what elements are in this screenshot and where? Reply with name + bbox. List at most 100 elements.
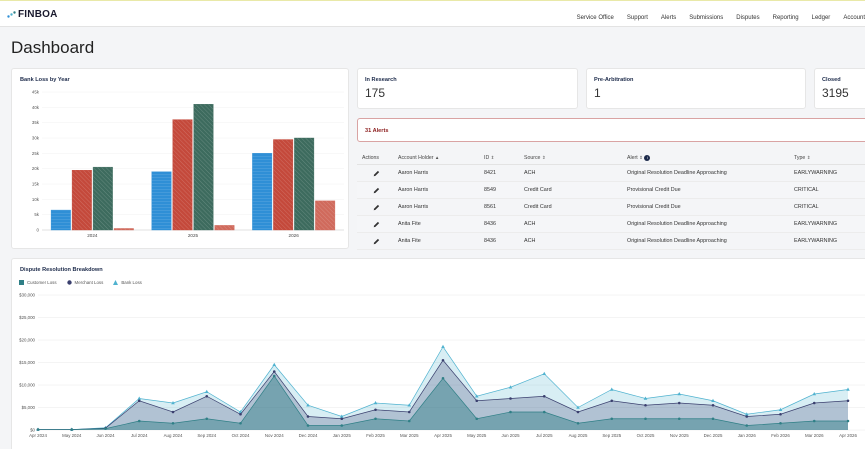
legend-customer-loss[interactable]: Customer Loss: [19, 280, 57, 285]
nav-disputes[interactable]: Disputes: [736, 15, 760, 21]
point-merchant-loss[interactable]: [779, 412, 782, 416]
bar-2026-2[interactable]: [294, 137, 315, 231]
point-customer-loss[interactable]: [745, 424, 749, 427]
point-customer-loss[interactable]: [542, 410, 546, 414]
nav-submissions[interactable]: Submissions: [689, 15, 724, 21]
bar-2026-3[interactable]: [315, 200, 336, 231]
point-merchant-loss[interactable]: [374, 408, 377, 412]
point-merchant-loss[interactable]: [576, 410, 580, 414]
nav-alerts[interactable]: Alerts: [660, 15, 677, 21]
cell-account-holder[interactable]: Anita Fite: [398, 221, 421, 227]
point-merchant-loss[interactable]: [306, 415, 310, 418]
legend-bank-loss[interactable]: Bank Loss: [113, 280, 142, 285]
stat-card-pre-arbitration[interactable]: Pre-Arbitration 1: [586, 68, 806, 109]
point-merchant-loss[interactable]: [745, 415, 749, 418]
point-customer-loss[interactable]: [711, 417, 715, 421]
point-customer-loss[interactable]: [610, 417, 614, 421]
point-merchant-loss[interactable]: [610, 399, 614, 403]
table-row[interactable]: Anita Fite 8436 ACH Original Resolution Dea…: [357, 216, 865, 233]
header-account-holder[interactable]: Account Holder ▲: [398, 155, 440, 161]
point-bank-loss[interactable]: [407, 403, 412, 407]
alerts-banner[interactable]: 31 Alerts: [357, 118, 865, 142]
point-bank-loss[interactable]: [643, 396, 648, 400]
point-bank-loss[interactable]: [812, 392, 817, 396]
point-bank-loss[interactable]: [609, 387, 614, 391]
point-merchant-loss[interactable]: [407, 410, 411, 414]
point-customer-loss[interactable]: [104, 427, 107, 430]
header-type[interactable]: Type ⇕: [794, 155, 811, 161]
point-customer-loss[interactable]: [205, 417, 209, 421]
table-row[interactable]: Aaron Harris 8421 ACH Original Resolution D…: [357, 165, 865, 182]
point-bank-loss[interactable]: [272, 362, 277, 366]
legend-merchant-loss[interactable]: Merchant Loss: [66, 280, 103, 285]
point-bank-loss[interactable]: [204, 389, 209, 393]
edit-pencil-icon[interactable]: [373, 238, 380, 245]
point-customer-loss[interactable]: [509, 410, 512, 414]
point-bank-loss[interactable]: [711, 398, 715, 402]
nav-support[interactable]: Support: [626, 15, 648, 21]
table-row[interactable]: Aaron Harris 8549 Credit Card Provisional C…: [357, 182, 865, 199]
point-bank-loss[interactable]: [441, 344, 445, 348]
point-customer-loss[interactable]: [239, 421, 242, 425]
nav-service-office[interactable]: Service Office: [576, 15, 614, 21]
bar-2024-0[interactable]: [50, 209, 71, 231]
table-row[interactable]: Anita Fite 8436 ACH Original Resolution Dea…: [357, 233, 865, 250]
point-customer-loss[interactable]: [137, 419, 141, 423]
point-merchant-loss[interactable]: [171, 410, 175, 414]
point-customer-loss[interactable]: [475, 417, 479, 421]
point-merchant-loss[interactable]: [272, 370, 276, 373]
header-source[interactable]: Source ⇕: [524, 155, 546, 161]
bar-2024-2[interactable]: [92, 166, 113, 231]
point-merchant-loss[interactable]: [812, 401, 816, 405]
point-bank-loss[interactable]: [846, 387, 850, 391]
point-bank-loss[interactable]: [137, 396, 142, 400]
table-row[interactable]: Aaron Harris 8561 Credit Card Provisional C…: [357, 199, 865, 216]
point-merchant-loss[interactable]: [644, 403, 647, 407]
header-alert[interactable]: Alert ⇕ i: [627, 151, 651, 165]
bar-2026-0[interactable]: [252, 153, 273, 231]
point-bank-loss[interactable]: [238, 410, 243, 414]
cell-account-holder[interactable]: Aaron Harris: [398, 170, 429, 176]
point-bank-loss[interactable]: [778, 407, 783, 411]
cell-account-holder[interactable]: Anita Fite: [398, 238, 421, 244]
bar-2024-1[interactable]: [71, 169, 92, 231]
point-bank-loss[interactable]: [339, 414, 344, 418]
point-bank-loss[interactable]: [373, 401, 378, 405]
nav-reporting[interactable]: Reporting: [772, 15, 799, 21]
point-bank-loss[interactable]: [306, 403, 310, 407]
point-customer-loss[interactable]: [374, 417, 377, 421]
point-bank-loss[interactable]: [677, 392, 682, 396]
point-merchant-loss[interactable]: [340, 417, 344, 421]
cell-account-holder[interactable]: Aaron Harris: [398, 187, 429, 193]
point-merchant-loss[interactable]: [509, 397, 512, 400]
nav-ledger[interactable]: Ledger: [811, 15, 831, 21]
point-merchant-loss[interactable]: [137, 399, 141, 403]
edit-pencil-icon[interactable]: [373, 170, 380, 177]
nav-account[interactable]: Account: [843, 15, 865, 21]
bar-2025-3[interactable]: [214, 225, 235, 231]
header-id[interactable]: ID ⇕: [484, 155, 495, 161]
point-customer-loss[interactable]: [644, 417, 647, 421]
point-bank-loss[interactable]: [744, 412, 749, 416]
stat-card-closed[interactable]: Closed 3195: [814, 68, 865, 109]
finboa-logo[interactable]: FINBOA: [7, 9, 58, 20]
point-merchant-loss[interactable]: [239, 412, 242, 416]
point-customer-loss[interactable]: [36, 428, 40, 431]
point-bank-loss[interactable]: [508, 385, 513, 389]
point-customer-loss[interactable]: [779, 421, 782, 425]
point-bank-loss[interactable]: [576, 405, 580, 409]
point-customer-loss[interactable]: [340, 424, 344, 427]
cell-account-holder[interactable]: Aaron Harris: [398, 204, 429, 210]
point-merchant-loss[interactable]: [711, 403, 715, 407]
point-customer-loss[interactable]: [171, 421, 175, 425]
bar-2026-1[interactable]: [273, 139, 294, 231]
point-merchant-loss[interactable]: [475, 399, 479, 403]
point-merchant-loss[interactable]: [441, 358, 445, 362]
point-bank-loss[interactable]: [542, 371, 547, 375]
point-customer-loss[interactable]: [407, 419, 411, 423]
point-merchant-loss[interactable]: [846, 399, 850, 403]
point-customer-loss[interactable]: [677, 417, 681, 421]
point-customer-loss[interactable]: [70, 428, 74, 431]
point-merchant-loss[interactable]: [542, 394, 546, 398]
point-merchant-loss[interactable]: [205, 394, 209, 398]
